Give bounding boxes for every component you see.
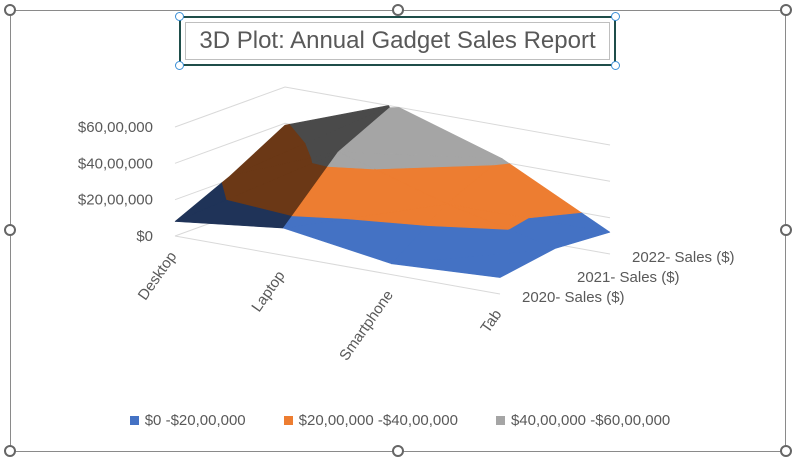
surface-facet bbox=[327, 151, 375, 170]
x-tick-label: Desktop bbox=[135, 249, 180, 304]
x-tick-label: Laptop bbox=[248, 268, 288, 315]
depth-axis-label: 2021- Sales ($) bbox=[577, 269, 680, 286]
title-handle-bottom-left[interactable] bbox=[175, 61, 184, 70]
legend-swatch bbox=[129, 415, 139, 425]
y-tick-label: $60,00,000 bbox=[78, 119, 153, 136]
legend-item[interactable]: $40,00,000 -$60,00,000 bbox=[495, 411, 671, 429]
title-handle-top-left[interactable] bbox=[175, 12, 184, 21]
legend-item[interactable]: $0 -$20,00,000 bbox=[129, 411, 246, 429]
legend-label: $40,00,000 -$60,00,000 bbox=[510, 411, 671, 429]
resize-handle-bottom-left[interactable] bbox=[4, 445, 16, 457]
x-tick-label: Smartphone bbox=[336, 287, 397, 364]
legend-swatch bbox=[283, 415, 293, 425]
legend-swatch bbox=[495, 415, 505, 425]
title-handle-bottom-right[interactable] bbox=[611, 61, 620, 70]
depth-axis-label: 2020- Sales ($) bbox=[522, 289, 625, 306]
y-tick-label: $20,00,000 bbox=[78, 192, 153, 209]
surface-facet bbox=[310, 151, 339, 164]
resize-handle-top-center[interactable] bbox=[392, 4, 404, 16]
chart-title: 3D Plot: Annual Gadget Sales Report bbox=[199, 27, 596, 54]
resize-handle-bottom-right[interactable] bbox=[780, 445, 792, 457]
legend-label: $0 -$20,00,000 bbox=[144, 411, 246, 429]
resize-handle-bottom-center[interactable] bbox=[392, 445, 404, 457]
resize-handle-middle-left[interactable] bbox=[4, 224, 16, 236]
depth-axis-label: 2022- Sales ($) bbox=[632, 249, 735, 266]
gridline bbox=[174, 86, 611, 146]
title-handle-top-right[interactable] bbox=[611, 12, 620, 21]
legend-item[interactable]: $20,00,000 -$40,00,000 bbox=[283, 411, 458, 429]
resize-handle-top-left[interactable] bbox=[4, 4, 16, 16]
legend-label: $20,00,000 -$40,00,000 bbox=[298, 411, 458, 429]
y-tick-label: $0 bbox=[136, 228, 153, 245]
x-tick-label: Tab bbox=[477, 307, 505, 337]
surface-facet bbox=[289, 105, 390, 144]
resize-handle-middle-right[interactable] bbox=[780, 224, 792, 236]
surface-facet bbox=[426, 203, 509, 230]
resize-handle-top-right[interactable] bbox=[780, 4, 792, 16]
chart-title-box[interactable]: 3D Plot: Annual Gadget Sales Report bbox=[175, 12, 620, 70]
surface-mesh bbox=[174, 105, 611, 278]
surface-facet bbox=[492, 158, 510, 166]
floor-edge bbox=[174, 235, 501, 295]
y-tick-label: $40,00,000 bbox=[78, 155, 153, 172]
chart-legend[interactable]: $0 -$20,00,000 $20,00,000 -$40,00,000 $40,… bbox=[0, 409, 800, 431]
